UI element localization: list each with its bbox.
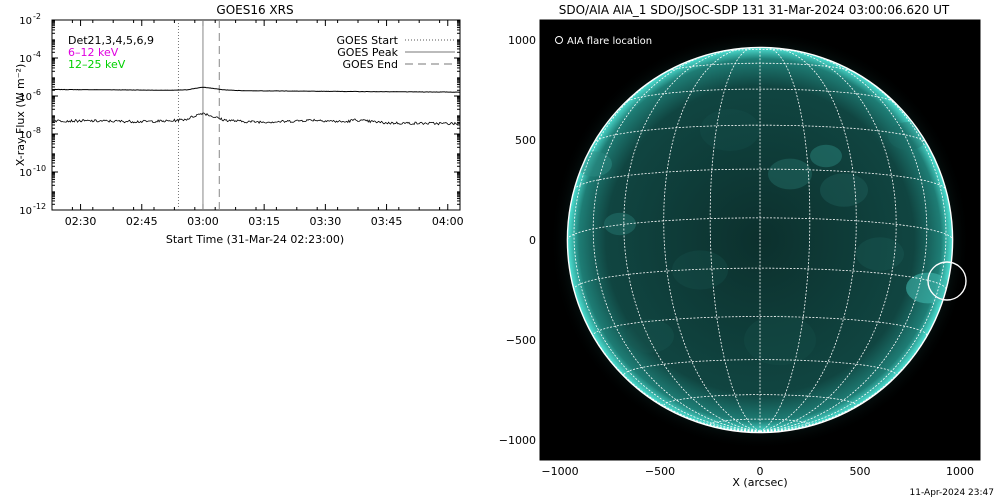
aia-image-title: SDO/AIA AIA_1 SDO/JSOC-SDP 131 31-Mar-20… [559,3,950,17]
longitude-line [592,50,761,432]
flux-series-2 [51,112,461,126]
x-tick-label: 04:00 [432,215,464,228]
legend-end-label: GOES End [342,58,398,71]
y-tick-label: 10 [19,206,32,217]
y-tick-label: 10 [19,130,32,141]
aia-y-tick-label: −1000 [499,434,536,447]
active-region-glow [744,314,816,366]
active-region-glow [604,212,636,236]
footer-timestamp: 11-Apr-2024 23:47 [910,488,994,498]
y-tick-label: 10 [19,92,32,103]
y-tick-label: 10 [19,168,32,179]
active-region-glow [626,319,674,353]
aia-x-tick-label: 1000 [946,465,974,478]
goes-y-axis-label: X-ray Flux (W m⁻²) [14,64,27,166]
goes-event-markers [177,20,220,210]
y-tick-exponent: -10 [33,164,46,173]
x-tick-label: 02:30 [65,215,97,228]
aia-x-tick-label: 500 [850,465,871,478]
latitude-line [573,168,947,190]
y-tick-exponent: -8 [33,126,41,135]
aia-y-tick-label: 500 [515,134,536,147]
aia-y-tick-label: 0 [529,234,536,247]
detector-label: Det21,3,4,5,6,9 [68,34,154,47]
longitude-line [567,206,761,432]
latitude-line [624,88,896,104]
active-region-glow [906,272,950,304]
latitude-line [709,418,811,429]
aia-x-tick-label: −500 [645,465,675,478]
y-tick-label: 10 [19,54,32,65]
x-tick-label: 02:45 [126,215,158,228]
aia-image: AIA flare location [550,30,970,450]
flare-legend-symbol [555,36,563,44]
solar-limb [566,46,954,434]
goes-x-axis: 02:30 02:45 03:00 03:15 03:30 03:45 04:00 [51,20,464,228]
x-tick-label: 03:45 [371,215,403,228]
goes-legend: GOES Start GOES Peak GOES End [337,34,455,71]
longitude-line [759,206,953,432]
y-tick-exponent: -12 [33,202,46,211]
longitude-line [759,47,811,432]
y-tick-exponent: -6 [33,88,41,97]
active-region-glow [700,109,760,151]
y-tick-label: 10 [19,16,32,27]
flux-series-1 [51,86,461,93]
aia-x-tick-label: −1000 [541,465,578,478]
goes-flux-series [51,86,461,126]
legend-start-label: GOES Start [337,34,399,47]
aia-x-axis: −1000 −500 0 500 1000 [541,20,974,478]
aia-x-tick-label: 0 [757,465,764,478]
latitude-line [573,267,947,291]
aia-y-tick-label: 1000 [508,34,536,47]
x-tick-label: 03:00 [187,215,219,228]
active-region-glow [820,173,868,207]
latitude-line [592,316,928,338]
aia-y-axis: 1000 500 0 −500 −1000 [499,34,980,447]
heliographic-grid [567,47,953,433]
goes-x-axis-label: Start Time (31-Mar-24 02:23:00) [166,233,344,246]
longitude-line [759,47,857,432]
band-low-label: 6–12 keV [68,46,119,59]
flare-location-circle [927,261,967,301]
aia-y-tick-label: −500 [506,334,536,347]
active-region-glow [672,250,728,290]
goes-plot-title: GOES16 XRS [216,3,293,17]
legend-peak-label: GOES Peak [337,46,398,59]
aia-x-axis-label: X (arcsec) [732,476,787,489]
active-region-glow [856,237,904,271]
x-tick-label: 03:30 [310,215,342,228]
longitude-line [663,47,761,432]
y-tick-exponent: -2 [33,12,41,21]
longitude-line [759,50,928,432]
active-region-glow [768,158,812,190]
longitude-line [709,47,761,432]
flare-legend-label: AIA flare location [567,36,652,47]
solar-disk [567,47,953,433]
x-tick-label: 03:15 [248,215,280,228]
y-tick-exponent: -4 [33,50,41,59]
band-high-label: 12–25 keV [68,58,126,71]
active-region-glow [810,144,842,168]
